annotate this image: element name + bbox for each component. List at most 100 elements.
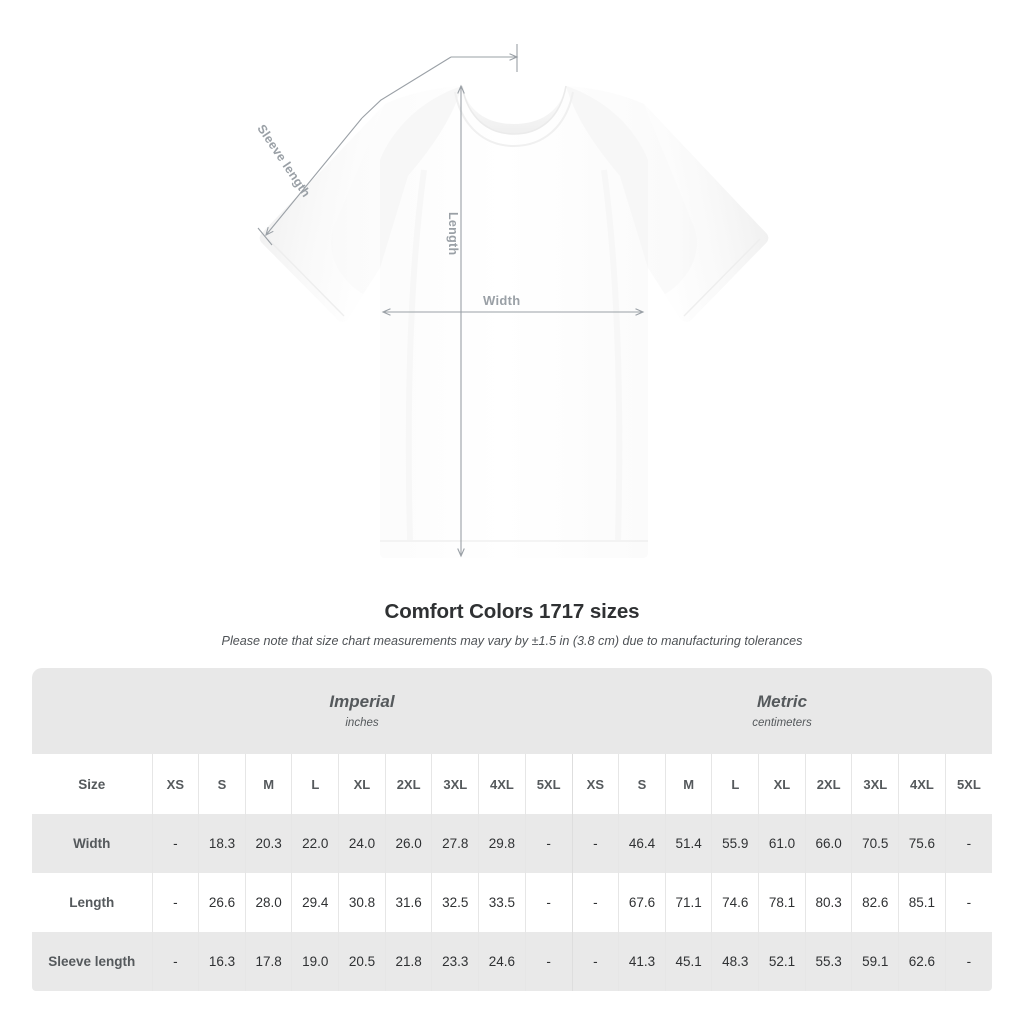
cell-sleeve-metric-s: 41.3	[618, 932, 666, 991]
cell-length-metric-2xl: 80.3	[804, 873, 852, 932]
cell-width-imperial-s: 18.3	[198, 814, 246, 873]
cell-length-metric-3xl: 82.6	[851, 873, 899, 932]
cell-sleeve-metric-3xl: 59.1	[851, 932, 899, 991]
cell-sleeve-imperial-5xl: -	[524, 932, 572, 991]
cell-length-imperial-4xl: 33.5	[478, 873, 526, 932]
cell-length-metric-s: 67.6	[618, 873, 666, 932]
sleeve-cuff-tick	[257, 227, 273, 246]
cell-length-imperial-m: 28.0	[244, 873, 292, 932]
size-table: Imperial inches Metric centimeters Size …	[32, 668, 992, 991]
cell-length-metric-xs: -	[571, 873, 619, 932]
row-label-sleeve-length: Sleeve length	[32, 932, 152, 991]
measurement-lines	[257, 44, 645, 558]
size-header-metric-m: M	[664, 754, 712, 814]
size-header-metric-4xl: 4XL	[898, 754, 946, 814]
cell-width-metric-xl: 61.0	[758, 814, 806, 873]
cell-length-imperial-5xl: -	[524, 873, 572, 932]
size-header-metric-2xl: 2XL	[804, 754, 852, 814]
cell-sleeve-imperial-s: 16.3	[198, 932, 246, 991]
cell-sleeve-imperial-2xl: 21.8	[384, 932, 432, 991]
size-header-imperial-3xl: 3XL	[431, 754, 479, 814]
row-label-width: Width	[32, 814, 152, 873]
cell-length-imperial-2xl: 31.6	[384, 873, 432, 932]
size-header-row: Size XS S M L XL 2XL 3XL 4XL 5XL XS S M …	[32, 754, 992, 814]
cell-length-imperial-xs: -	[151, 873, 199, 932]
cell-length-imperial-s: 26.6	[198, 873, 246, 932]
cell-sleeve-metric-2xl: 55.3	[804, 932, 852, 991]
cell-sleeve-imperial-3xl: 23.3	[431, 932, 479, 991]
table-row: Sleeve length - 16.3 17.8 19.0 20.5 21.8…	[32, 932, 992, 991]
size-header-metric-3xl: 3XL	[851, 754, 899, 814]
cell-width-imperial-5xl: -	[524, 814, 572, 873]
tshirt-shape	[259, 85, 769, 558]
cell-sleeve-metric-4xl: 62.6	[898, 932, 946, 991]
cell-width-metric-s: 46.4	[618, 814, 666, 873]
table-row: Width - 18.3 20.3 22.0 24.0 26.0 27.8 29…	[32, 814, 992, 873]
size-header-imperial-4xl: 4XL	[478, 754, 526, 814]
sleeve-diagonal-line	[265, 117, 363, 237]
page-title: Comfort Colors 1717 sizes	[384, 600, 640, 623]
cell-sleeve-metric-xl: 52.1	[758, 932, 806, 991]
cell-width-imperial-xl: 24.0	[338, 814, 386, 873]
length-label: Length	[446, 212, 460, 256]
unit-section-metric: Metric centimeters	[572, 668, 992, 754]
cell-width-metric-3xl: 70.5	[851, 814, 899, 873]
cell-width-metric-4xl: 75.6	[898, 814, 946, 873]
title-block: Comfort Colors 1717 sizes Please note th…	[0, 600, 1024, 648]
cell-width-metric-5xl: -	[944, 814, 992, 873]
cell-sleeve-metric-xs: -	[571, 932, 619, 991]
cell-length-imperial-xl: 30.8	[338, 873, 386, 932]
cell-length-metric-5xl: -	[944, 873, 992, 932]
column-header-size: Size	[32, 754, 152, 814]
cell-length-metric-xl: 78.1	[758, 873, 806, 932]
cell-length-imperial-3xl: 32.5	[431, 873, 479, 932]
cell-sleeve-imperial-xl: 20.5	[338, 932, 386, 991]
cell-sleeve-imperial-m: 17.8	[244, 932, 292, 991]
size-header-metric-xl: XL	[758, 754, 806, 814]
width-label: Width	[483, 293, 521, 308]
size-header-imperial-xs: XS	[151, 754, 199, 814]
tshirt-illustration	[257, 44, 769, 558]
cell-width-imperial-xs: -	[151, 814, 199, 873]
size-table-container: Imperial inches Metric centimeters Size …	[32, 668, 992, 991]
cell-width-imperial-l: 22.0	[291, 814, 339, 873]
cell-width-metric-l: 55.9	[711, 814, 759, 873]
cell-sleeve-metric-5xl: -	[944, 932, 992, 991]
size-header-imperial-5xl: 5XL	[524, 754, 572, 814]
cell-length-metric-l: 74.6	[711, 873, 759, 932]
unit-sub-metric: centimeters	[752, 717, 812, 730]
unit-banner-spacer	[32, 668, 152, 754]
cell-length-metric-4xl: 85.1	[898, 873, 946, 932]
table-row: Length - 26.6 28.0 29.4 30.8 31.6 32.5 3…	[32, 873, 992, 932]
garment-diagram: Sleeve length Length Width	[254, 44, 769, 558]
unit-banner-row: Imperial inches Metric centimeters	[32, 668, 992, 754]
cell-sleeve-imperial-4xl: 24.6	[478, 932, 526, 991]
size-header-imperial-s: S	[198, 754, 246, 814]
unit-name-imperial: Imperial	[329, 691, 395, 711]
cell-width-metric-2xl: 66.0	[804, 814, 852, 873]
sleeve-shoulder-path	[361, 56, 452, 119]
cell-length-imperial-l: 29.4	[291, 873, 339, 932]
cell-length-metric-m: 71.1	[664, 873, 712, 932]
unit-sub-imperial: inches	[345, 717, 379, 730]
cell-sleeve-imperial-xs: -	[151, 932, 199, 991]
size-header-imperial-l: L	[291, 754, 339, 814]
cell-width-metric-xs: -	[571, 814, 619, 873]
size-header-imperial-xl: XL	[338, 754, 386, 814]
size-header-metric-xs: XS	[571, 754, 619, 814]
size-header-imperial-2xl: 2XL	[384, 754, 432, 814]
size-header-metric-l: L	[711, 754, 759, 814]
cell-width-imperial-m: 20.3	[244, 814, 292, 873]
row-label-length: Length	[32, 873, 152, 932]
cell-sleeve-metric-l: 48.3	[711, 932, 759, 991]
cell-sleeve-metric-m: 45.1	[664, 932, 712, 991]
cell-sleeve-imperial-l: 19.0	[291, 932, 339, 991]
cell-width-metric-m: 51.4	[664, 814, 712, 873]
size-header-metric-5xl: 5XL	[944, 754, 992, 814]
unit-name-metric: Metric	[756, 691, 808, 711]
tolerance-note: Please note that size chart measurements…	[221, 634, 803, 648]
cell-width-imperial-2xl: 26.0	[384, 814, 432, 873]
cell-width-imperial-3xl: 27.8	[431, 814, 479, 873]
cell-width-imperial-4xl: 29.8	[478, 814, 526, 873]
